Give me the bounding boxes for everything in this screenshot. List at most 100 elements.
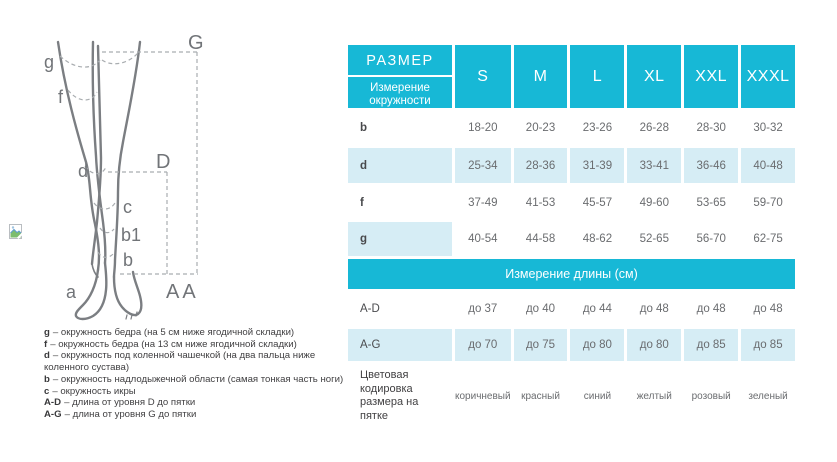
cell-d-xxl: 36-46	[684, 148, 739, 183]
cell-ad-xxl: до 48	[696, 303, 726, 315]
column-header-m: M	[513, 45, 568, 108]
column-header-s: S	[455, 45, 511, 108]
toe-marks	[125, 311, 138, 320]
cell-b-l: 23-26	[582, 122, 613, 134]
cell-b-xxl: 28-30	[696, 122, 726, 134]
diagram-label-d: d	[78, 161, 88, 181]
cell-f-xxl: 53-65	[696, 196, 726, 209]
legend-text: – длина от уровня G до пятки	[64, 408, 197, 420]
diagram-label-a: a	[66, 282, 77, 302]
cell-ag-xl: до 80	[627, 329, 682, 361]
cell-g-m: 44-58	[525, 233, 556, 245]
legend-key: g	[44, 327, 50, 338]
cell-ag-m: до 75	[513, 329, 568, 361]
row-label-color-coding: Цветовая кодировка размера на пятке	[360, 369, 419, 422]
diagram-label-AA: AA	[166, 281, 199, 303]
legend-key: b	[44, 373, 50, 385]
circumference-header-label: Измерение окружности	[369, 81, 431, 107]
cell-b-xxxl: 30-32	[753, 122, 783, 134]
diagram-label-c: c	[123, 197, 132, 217]
row-label-f: f	[360, 196, 364, 209]
cell-ag-s: до 70	[455, 329, 511, 361]
cell-f-xxxl: 59-70	[753, 196, 783, 209]
legend-text: – окружность икры	[52, 385, 136, 397]
cell-color-m: красный	[521, 390, 560, 402]
cell-b-m: 20-23	[525, 122, 556, 134]
cell-d-xxxl: 40-48	[741, 148, 795, 183]
cell-ad-xl: до 48	[639, 303, 669, 315]
legend-text: – окружность бедра (на 5 см ниже ягодичн…	[52, 327, 295, 338]
cell-f-s: 37-49	[468, 196, 498, 209]
row-label-d: d	[348, 148, 452, 183]
diagram-labels: g f d c b1 b a G D AA	[44, 32, 204, 303]
cell-ag-xxxl: до 85	[741, 329, 795, 361]
cell-d-xl: 33-41	[627, 148, 682, 183]
legend-item-g: g – окружность бедра (на 5 см ниже ягодич…	[44, 327, 350, 339]
cell-color-l: синий	[583, 390, 612, 402]
legend-key: f	[44, 338, 48, 350]
cell-g-s: 40-54	[468, 233, 498, 245]
legend-item-ag: A-G – длина от уровня G до пятки	[44, 409, 350, 421]
cell-f-l: 45-57	[582, 196, 613, 209]
diagram-label-b1: b1	[121, 225, 141, 245]
row-label-g: g	[348, 222, 452, 256]
cell-d-l: 31-39	[570, 148, 625, 183]
cell-b-xl: 26-28	[639, 122, 669, 134]
cell-color-xl: желтый	[636, 390, 672, 402]
legend-key: d	[44, 350, 50, 362]
cell-b-s: 18-20	[468, 122, 498, 134]
diagram-label-G: G	[188, 32, 204, 54]
leg-diagram: g f d c b1 b a G D AA	[44, 32, 204, 321]
legend-key: c	[44, 385, 50, 397]
legend-text: – окружность надлодыжечной области (сама…	[52, 373, 344, 385]
row-label-b: b	[360, 122, 368, 134]
legend-item-f: f – окружность бедра (на 13 см ниже ягоди…	[44, 339, 350, 351]
legend-item-b: b – окружность надлодыжечной области (сам…	[44, 374, 350, 386]
column-header-xl: XL	[627, 45, 682, 108]
diagram-label-f: f	[58, 87, 64, 107]
row-label-ag: A-G	[348, 329, 452, 361]
column-header-l: L	[570, 45, 625, 108]
cell-ad-l: до 44	[582, 303, 612, 315]
broken-image-icon	[9, 224, 24, 239]
cell-g-l: 48-62	[582, 233, 613, 245]
size-table: РАЗМЕР Измерение окружности S M L XL XXL…	[348, 45, 795, 428]
size-header-label: РАЗМЕР	[366, 52, 434, 69]
legend-key: A-D	[44, 397, 62, 409]
legend-text: – окружность под коленной чашечкой (на д…	[44, 350, 316, 374]
measurement-legend: g – окружность бедра (на 5 см ниже ягодич…	[44, 327, 350, 421]
cell-color-s: коричневый	[455, 390, 511, 402]
legend-item-d: d – окружность под коленной чашечкой (на …	[44, 350, 350, 373]
column-header-xxl: XXL	[684, 45, 739, 108]
header-divider	[348, 74, 452, 77]
diagram-label-b: b	[123, 250, 133, 270]
legend-item-ad: A-D – длина от уровня D до пятки	[44, 397, 350, 409]
table-corner-header: РАЗМЕР Измерение окружности	[348, 45, 452, 108]
cell-g-xxxl: 62-75	[753, 233, 783, 245]
measurement-lines	[59, 51, 198, 275]
cell-d-s: 25-34	[455, 148, 511, 183]
diagram-label-g: g	[44, 52, 54, 72]
cell-f-m: 41-53	[525, 196, 556, 209]
cell-g-xxl: 56-70	[696, 233, 726, 245]
legend-item-c: c – окружность икры	[44, 386, 350, 398]
cell-f-xl: 49-60	[639, 196, 669, 209]
cell-color-xxl: розовый	[691, 390, 731, 402]
diagram-label-D: D	[156, 151, 170, 173]
cell-g-xl: 52-65	[639, 233, 669, 245]
cell-ag-l: до 80	[570, 329, 625, 361]
cell-ag-xxl: до 85	[684, 329, 739, 361]
legend-text: – длина от уровня D до пятки	[64, 397, 196, 409]
cell-ad-m: до 40	[525, 303, 556, 315]
legend-key: A-G	[44, 408, 62, 420]
cell-d-m: 28-36	[513, 148, 568, 183]
row-label-ad: A-D	[360, 303, 380, 315]
cell-ad-xxxl: до 48	[753, 303, 783, 315]
legend-text: – окружность бедра (на 13 см ниже ягодич…	[50, 338, 297, 350]
column-header-xxxl: XXXL	[741, 45, 795, 108]
leg-outlines	[56, 40, 143, 321]
cell-color-xxxl: зеленый	[748, 390, 788, 402]
length-section-banner: Измерение длины (см)	[348, 259, 795, 289]
cell-ad-s: до 37	[468, 303, 498, 315]
